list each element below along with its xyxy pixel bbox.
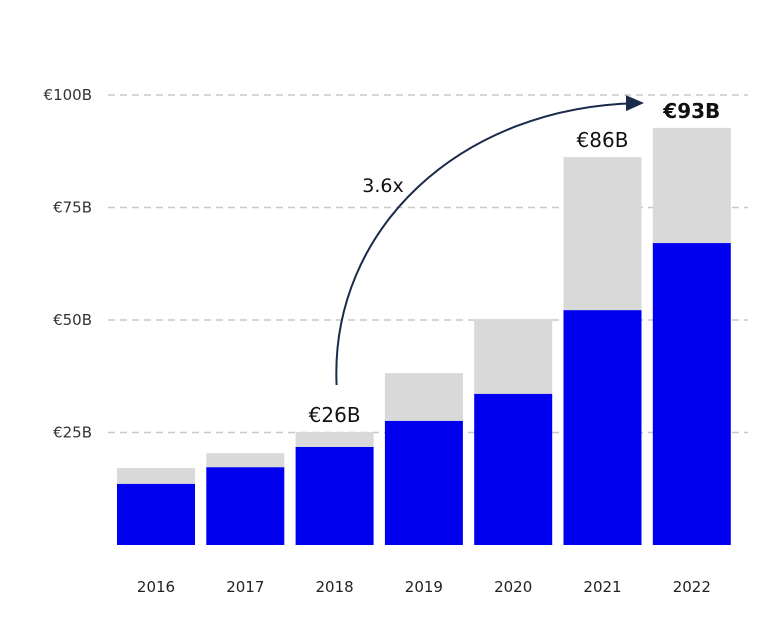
y-tick-label: €25B: [53, 424, 92, 442]
bar-segment-0: [384, 420, 463, 545]
bar-segment-1: [652, 127, 731, 244]
y-tick-label: €75B: [53, 199, 92, 217]
data-label: €93B: [662, 99, 720, 123]
data-label: €86B: [577, 128, 629, 152]
x-tick-label: 2021: [583, 578, 621, 596]
bar-segment-1: [295, 432, 374, 447]
bar-segment-0: [117, 483, 195, 545]
x-tick-label: 2016: [137, 578, 175, 596]
x-tick-label: 2017: [226, 578, 264, 596]
bar-segment-1: [206, 453, 285, 468]
bar-segment-1: [117, 468, 195, 484]
bar-segment-0: [206, 467, 285, 545]
bar-segment-0: [652, 243, 731, 546]
x-tick-label: 2018: [316, 578, 354, 596]
data-label: €26B: [309, 403, 361, 427]
bar-segment-0: [474, 393, 553, 545]
bar-segment-1: [563, 157, 642, 311]
x-tick-label: 2022: [673, 578, 711, 596]
x-tick-label: 2019: [405, 578, 443, 596]
growth-annotation: 3.6x: [362, 175, 403, 197]
y-tick-label: €50B: [53, 311, 92, 329]
y-tick-label: €100B: [44, 86, 92, 104]
bar-segment-0: [563, 310, 642, 545]
bar-segment-1: [474, 319, 553, 394]
growth-arrow: [335, 95, 644, 386]
bar-segment-1: [384, 373, 463, 421]
bar-segment-0: [295, 446, 374, 545]
x-tick-label: 2020: [494, 578, 532, 596]
